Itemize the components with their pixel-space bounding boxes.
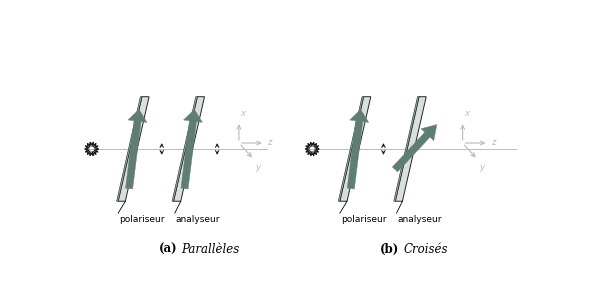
Text: polariseur: polariseur <box>119 215 164 224</box>
Polygon shape <box>181 109 202 189</box>
Text: y: y <box>479 163 484 172</box>
Polygon shape <box>394 97 419 201</box>
Polygon shape <box>347 109 368 189</box>
Text: Croisés: Croisés <box>403 243 447 256</box>
Text: analyseur: analyseur <box>175 215 220 224</box>
Polygon shape <box>116 97 142 201</box>
Text: x: x <box>240 109 246 119</box>
Text: (a): (a) <box>159 243 178 256</box>
Polygon shape <box>118 97 149 201</box>
Polygon shape <box>338 97 364 201</box>
Polygon shape <box>173 97 205 201</box>
Text: (b): (b) <box>380 243 399 256</box>
Polygon shape <box>126 109 147 189</box>
Polygon shape <box>395 97 426 201</box>
Text: Parallèles: Parallèles <box>181 243 240 256</box>
Text: z: z <box>267 138 272 147</box>
Text: analyseur: analyseur <box>397 215 442 224</box>
Text: polariseur: polariseur <box>341 215 386 224</box>
Text: y: y <box>256 163 261 172</box>
Polygon shape <box>340 97 371 201</box>
Polygon shape <box>392 124 437 172</box>
Text: x: x <box>464 109 469 119</box>
Text: z: z <box>491 138 495 147</box>
Polygon shape <box>172 97 197 201</box>
